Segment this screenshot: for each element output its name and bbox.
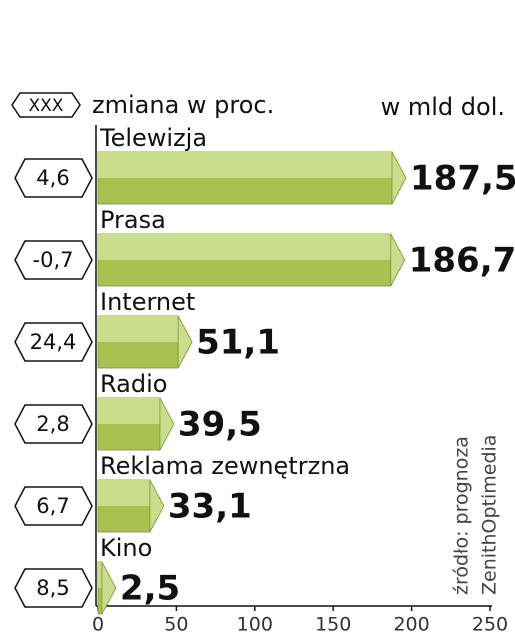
legend-badge: XXX bbox=[29, 96, 64, 116]
legend-badge-shape bbox=[11, 92, 81, 118]
bar-tip bbox=[159, 397, 175, 451]
bar-highlight bbox=[98, 234, 391, 260]
bar-tip bbox=[390, 233, 406, 287]
change-label: 8,5 bbox=[36, 576, 69, 600]
bar-highlight bbox=[98, 562, 102, 588]
bar-tip bbox=[101, 561, 117, 615]
change-badge bbox=[14, 404, 93, 444]
bar-tip bbox=[149, 479, 165, 533]
legend-text: zmiana w proc. bbox=[92, 91, 274, 119]
change-badge bbox=[14, 568, 93, 608]
category-label: Internet bbox=[100, 288, 195, 316]
bar-tip bbox=[391, 151, 407, 205]
change-label: 6,7 bbox=[36, 494, 69, 518]
change-badge bbox=[14, 322, 93, 362]
x-tick-label: 100 bbox=[237, 614, 273, 636]
category-label: Prasa bbox=[100, 206, 166, 234]
bar-highlight bbox=[98, 398, 160, 424]
bar-highlight bbox=[98, 152, 392, 178]
x-tick-label: 200 bbox=[393, 614, 429, 636]
category-label: Reklama zewnętrzna bbox=[100, 452, 350, 480]
bar-tip bbox=[177, 315, 193, 369]
value-label: 51,1 bbox=[196, 323, 280, 363]
change-label: 24,4 bbox=[30, 330, 77, 354]
value-label: 186,7 bbox=[409, 241, 515, 281]
x-tick-label: 150 bbox=[315, 614, 351, 636]
change-badge bbox=[14, 158, 93, 198]
x-tick-label: 0 bbox=[92, 614, 104, 636]
x-tick-label: 50 bbox=[164, 614, 188, 636]
change-badge bbox=[14, 240, 93, 280]
x-tick-label: 250 bbox=[472, 614, 508, 636]
change-badge bbox=[14, 486, 93, 526]
change-label: 2,8 bbox=[36, 412, 69, 436]
value-label: 187,5 bbox=[410, 159, 515, 199]
category-label: Telewizja bbox=[99, 124, 207, 152]
bar-highlight bbox=[98, 480, 150, 506]
category-label: Kino bbox=[100, 534, 152, 562]
value-label: 39,5 bbox=[178, 405, 262, 445]
value-label: 33,1 bbox=[168, 487, 252, 527]
change-label: -0,7 bbox=[33, 248, 74, 272]
unit-label: w mld dol. bbox=[381, 93, 505, 121]
value-label: 2,5 bbox=[120, 569, 180, 609]
category-label: Radio bbox=[100, 370, 167, 398]
change-label: 4,6 bbox=[36, 166, 69, 190]
source: źródło: prognoza bbox=[451, 436, 473, 595]
source: ZenithOptimedia bbox=[479, 435, 501, 595]
bar-highlight bbox=[98, 316, 179, 342]
